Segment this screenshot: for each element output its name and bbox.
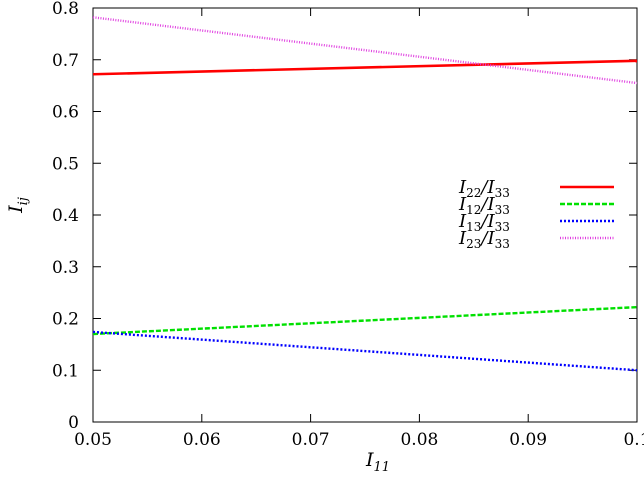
y-tick-label: 0.6 [52,103,79,123]
legend-label: I13/I33 [458,211,510,234]
y-axis-label-sub: ij [16,197,31,205]
x-tick-label: 0.09 [509,430,547,450]
legend-label: I23/I33 [458,228,510,251]
y-tick-label: 0.1 [52,361,79,381]
y-axis-label: Iij [5,197,31,214]
y-tick-label: 0.7 [52,51,79,71]
plot-frame [92,7,638,423]
legend-label: I22/I33 [458,177,510,200]
y-tick-label: 0.2 [52,310,79,330]
y-tick-label: 0.5 [52,154,79,174]
series-line-2 [92,305,638,336]
legend-entry-3: I13/I33 [458,211,614,234]
series-line-1 [92,59,638,76]
y-tick-label: 0.4 [52,206,79,226]
x-tick-label: 0.07 [292,430,330,450]
x-axis-label-sub: 11 [373,460,390,475]
legend-entry-4: I23/I33 [458,228,614,251]
series-line-3 [92,330,638,372]
x-tick-label: 0.06 [183,430,221,450]
y-axis-label-base: I [5,205,27,214]
y-tick-label: 0.3 [52,258,79,278]
legend-label: I12/I33 [458,194,510,217]
y-tick-label: 0.8 [52,0,79,19]
x-tick-label: 0.05 [74,430,112,450]
x-tick-label: 0.1 [623,430,644,450]
y-tick-label: 0 [68,413,79,433]
legend-entry-1: I22/I33 [458,177,614,200]
legend-entry-2: I12/I33 [458,194,614,217]
x-axis-label: I11 [365,449,390,475]
x-tick-label: 0.08 [400,430,438,450]
x-axis-label-base: I [365,449,374,471]
